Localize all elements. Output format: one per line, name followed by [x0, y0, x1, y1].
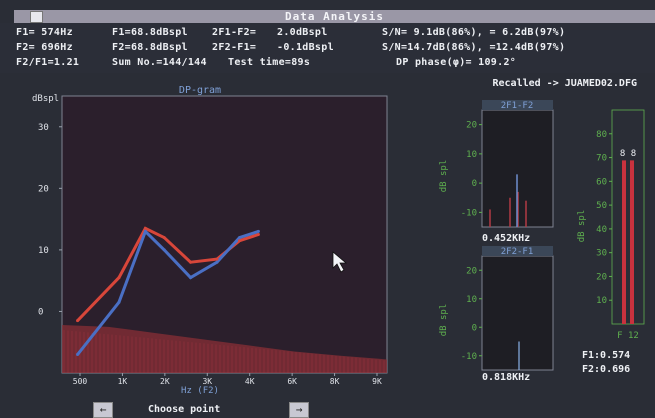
- side-y-tick-label: 50: [596, 201, 607, 211]
- side-y-tick-label: 30: [596, 249, 607, 259]
- f2-value: F2:0.696: [582, 364, 631, 375]
- side-y-tick-label: 80: [596, 130, 607, 140]
- frequency-ratio: F2/F1=1.21: [16, 57, 80, 68]
- x-tick-label: 500: [73, 377, 88, 386]
- x-tick-label: 6K: [287, 377, 297, 386]
- noise-point: [143, 229, 147, 233]
- spectrum-2f1-f2-ylabel: dB spl: [439, 160, 449, 193]
- dp-gram-title: DP-gram: [179, 85, 221, 96]
- mouse-cursor-icon: [332, 251, 348, 273]
- f1-value: F1:0.574: [582, 350, 631, 361]
- choose-point-label: Choose point: [148, 404, 221, 415]
- dp-2f2-f1-label: 2F2-F1=: [212, 42, 257, 53]
- dp-point: [162, 236, 166, 240]
- dp-point: [256, 233, 260, 236]
- window-title: Data Analysis: [284, 10, 385, 23]
- y-tick-label: 30: [38, 123, 49, 133]
- side-y-tick-label: 0: [472, 179, 477, 189]
- side-y-tick-label: 10: [466, 295, 477, 305]
- title-bar: Data Analysis: [14, 10, 655, 23]
- side-y-tick-label: 10: [466, 150, 477, 160]
- level-column-labels: F 12: [617, 331, 639, 341]
- spectrum-2f1-f2-chart: 2F1-F2 dB spl 20 10 0 -10: [439, 100, 554, 228]
- stimulus-level-ylabel: dB spl: [577, 210, 587, 243]
- noise-point: [256, 229, 260, 233]
- spectrum-2f2-f1-chart: 2F2-F1 dB spl 20 10 0 -10: [439, 246, 554, 371]
- dp-point: [143, 226, 147, 230]
- dp-point: [76, 319, 80, 323]
- spectrum-2f1-f2-title: 2F1-F2: [501, 101, 534, 111]
- side-y-tick-label: 10: [596, 296, 607, 306]
- noise-point: [215, 260, 219, 264]
- x-tick-label: 4K: [245, 377, 255, 386]
- dp-2f2-f1-level: -0.1dBspl: [277, 42, 334, 53]
- x-tick-label: 3K: [202, 377, 212, 386]
- next-point-button[interactable]: →: [289, 402, 309, 418]
- y-tick-label: 20: [38, 184, 49, 194]
- noise-floor-area: [62, 324, 387, 373]
- y-tick-label: 10: [38, 246, 49, 256]
- dp-2f1-f2-label: 2F1-F2=: [212, 27, 257, 38]
- x-tick-label: 9K: [372, 377, 382, 386]
- stimulus-level-chart: dB spl 80 70 60 50 40 30 20 10 8 8 F 12: [577, 109, 645, 341]
- sn-2f2-f1: S/N=14.7dB(86%), =12.4dB(97%): [382, 42, 566, 53]
- side-y-tick-label: -10: [461, 352, 477, 362]
- noise-point: [117, 300, 121, 304]
- x-tick-label: 2K: [160, 377, 170, 386]
- dp-point: [215, 257, 219, 261]
- sum-count: Sum No.=144/144: [112, 57, 207, 68]
- side-y-tick-label: 20: [466, 266, 477, 276]
- f1-frequency: F1= 574Hz: [16, 27, 73, 38]
- dp-gram-ylabel: dBspl: [32, 94, 59, 104]
- sn-2f1-f2: S/N= 9.1dB(86%), = 6.2dB(97%): [382, 27, 566, 38]
- system-menu-box[interactable]: [30, 11, 43, 23]
- side-y-tick-label: 40: [596, 225, 607, 235]
- dp-point: [189, 260, 193, 264]
- side-y-tick-label: 20: [596, 272, 607, 282]
- spectrum-2f2-f1-title: 2F2-F1: [501, 247, 534, 257]
- noise-point: [189, 276, 193, 280]
- dp-point: [117, 276, 121, 280]
- side-y-tick-label: -10: [461, 208, 477, 218]
- side-y-tick-label: 0: [472, 323, 477, 333]
- measurement-header: F1= 574Hz F1=68.8dBspl 2F1-F2= 2.0dBspl …: [0, 23, 655, 73]
- recalled-file: Recalled -> JUAMED02.DFG: [492, 78, 638, 89]
- f2-frequency: F2= 696Hz: [16, 42, 73, 53]
- dp-point: [238, 239, 242, 243]
- noise-point: [162, 248, 166, 252]
- x-tick-label: 8K: [330, 377, 340, 386]
- noise-level-line: [76, 228, 259, 356]
- f2-level: F2=68.8dBspl: [112, 42, 188, 53]
- side-y-tick-label: 60: [596, 177, 607, 187]
- noise-floor-band: [62, 324, 387, 373]
- spectrum-2f2-f1-frequency: 0.818KHz: [482, 372, 531, 383]
- side-y-tick-label: 20: [466, 121, 477, 131]
- y-tick-label: 0: [38, 307, 43, 317]
- spectrum-2f1-f2-frequency: 0.452KHz: [482, 233, 531, 244]
- dp-2f1-f2-level: 2.0dBspl: [277, 27, 328, 38]
- f1-level: F1=68.8dBspl: [112, 27, 188, 38]
- test-time: Test time=89s: [228, 57, 311, 68]
- dp-gram-xlabel: Hz (F2): [181, 386, 219, 396]
- x-tick-label: 1K: [118, 377, 128, 386]
- level-marker: 8 8: [620, 149, 636, 159]
- side-y-tick-label: 70: [596, 154, 607, 164]
- spectrum-2f2-f1-ylabel: dB spl: [439, 304, 449, 337]
- dp-gram-chart: DP-gram dBspl Hz (F2) 30 20 10 0 500 1K 2K 3K 4…: [0, 84, 400, 396]
- noise-point: [238, 236, 242, 240]
- noise-point: [76, 353, 80, 357]
- prev-point-button[interactable]: ←: [93, 402, 113, 418]
- dp-phase: DP phase(φ)= 109.2°: [396, 57, 517, 68]
